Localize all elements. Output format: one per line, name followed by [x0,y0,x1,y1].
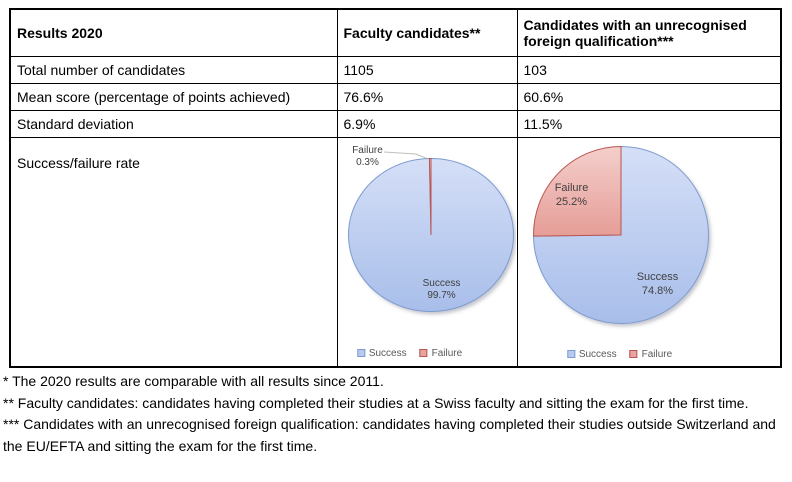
row-label-mean: Mean score (percentage of points achieve… [9,82,338,111]
pie-slice-failure [532,145,622,237]
footnote-2: ** Faculty candidates: candidates having… [3,394,749,411]
footnote-1: * The 2020 results are comparable with a… [3,373,384,389]
col-header-foreign: Candidates with an unrecognised foreign … [516,8,782,57]
success-swatch-icon [356,349,365,357]
legend-item-failure: Failure [419,347,463,359]
foreign-pie-legend: Success Failure [566,348,673,360]
legend-label-failure: Failure [431,347,463,359]
success-slice-label: Success 99.7% [402,278,482,303]
pie-row-label: Success/failure rate [9,136,338,368]
success-label-name: Success [422,277,461,289]
success-slice-label: Success 74.8% [618,270,698,298]
results-table: Results 2020 Faculty candidates** Candid… [9,8,782,368]
table-row: Mean score (percentage of points achieve… [9,82,782,111]
stddev-faculty-value: 6.9% [336,109,518,138]
row-label-total: Total number of candidates [9,55,338,84]
table-row: Total number of candidates 1105 103 [9,55,782,84]
foreign-pie-cell: Failure 25.2% Success 74.8% Success [516,136,782,368]
total-faculty-value: 1105 [336,55,518,84]
success-label-pct: 99.7% [427,290,456,301]
failure-swatch-icon [629,350,638,358]
faculty-pie-cell: Failure 0.3% Success 99.7% Success [336,136,518,368]
mean-foreign-value: 60.6% [516,82,782,111]
failure-label-pct: 25.2% [555,195,588,208]
pie-row: Success/failure rate Failure 0.3% Succes… [9,136,782,368]
total-foreign-value: 103 [516,55,782,84]
failure-swatch-icon [419,349,428,357]
success-label-name: Success [636,270,679,283]
foreign-pie-chart: Failure 25.2% Success 74.8% Success [518,138,781,367]
footnote-3: *** Candidates with an unrecognised fore… [3,416,776,454]
failure-label-name: Failure [554,181,589,194]
col-header-faculty: Faculty candidates** [336,8,518,57]
header-row: Results 2020 Faculty candidates** Candid… [9,8,782,57]
legend-label-success: Success [368,347,407,359]
stddev-foreign-value: 11.5% [516,109,782,138]
faculty-pie-svg [347,151,516,314]
col-header-results: Results 2020 [9,8,338,57]
footnotes: * The 2020 results are comparable with a… [3,371,787,457]
mean-faculty-value: 76.6% [336,82,518,111]
foreign-pie-svg [532,145,711,326]
failure-slice-label: Failure 25.2% [532,181,612,209]
failure-label-name: Failure [352,144,383,156]
legend-item-failure: Failure [629,348,673,360]
legend-label-success: Success [578,348,617,360]
faculty-pie-chart: Failure 0.3% Success 99.7% Success [338,138,517,367]
failure-leader-line [383,151,428,159]
failure-label-pct: 0.3% [356,157,379,168]
row-label-stddev: Standard deviation [9,109,338,138]
success-label-pct: 74.8% [641,284,674,297]
success-swatch-icon [566,350,575,358]
legend-label-failure: Failure [641,348,673,360]
legend-item-success: Success [356,347,407,359]
pie-slice-failure [428,157,431,235]
legend-item-success: Success [566,348,617,360]
table-row: Standard deviation 6.9% 11.5% [9,109,782,138]
failure-slice-label: Failure 0.3% [347,145,389,170]
faculty-pie-legend: Success Failure [356,347,463,359]
